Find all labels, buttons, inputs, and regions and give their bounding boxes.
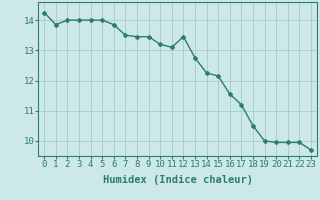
X-axis label: Humidex (Indice chaleur): Humidex (Indice chaleur) [103,175,252,185]
